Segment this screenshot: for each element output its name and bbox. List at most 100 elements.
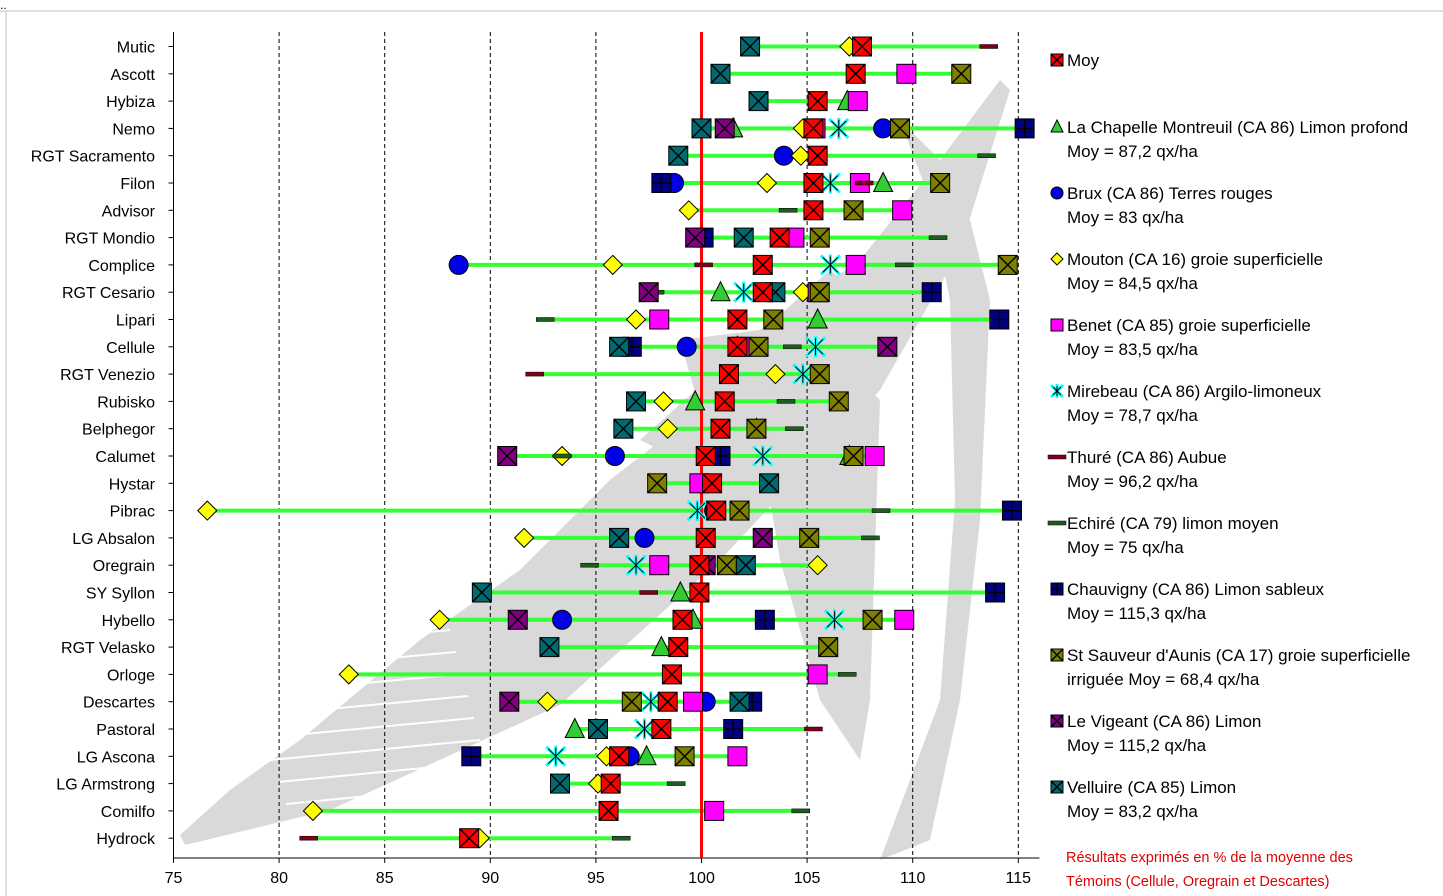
- marker-xsquare: [716, 555, 737, 576]
- marker-xsquare: [828, 391, 849, 412]
- legend-label: Mouton (CA 16) groie superficielle: [1067, 250, 1323, 269]
- legend-label: Le Vigeant (CA 86) Limon: [1067, 712, 1261, 731]
- marker-square: [704, 800, 725, 821]
- marker-dash: [854, 180, 874, 186]
- watermark-stripe: [221, 607, 445, 629]
- marker-plussquare: [461, 746, 482, 767]
- marker-triangle: [710, 280, 731, 302]
- legend-label: La Chapelle Montreuil (CA 86) Limon prof…: [1067, 118, 1408, 137]
- marker-xsquare: [651, 719, 672, 739]
- category-label: RGT Velasko: [61, 640, 155, 657]
- watermark-logo: [180, 80, 1010, 860]
- marker-diamond: [513, 527, 535, 549]
- marker-xsquare: [609, 336, 630, 357]
- marker-dash: [785, 426, 804, 431]
- legend-sublabel: Moy = 87,2 qx/ha: [1067, 142, 1198, 161]
- marker-xsquare: [695, 527, 716, 548]
- marker-square: [807, 664, 828, 685]
- marker-circle: [604, 446, 625, 466]
- marker-xsquare: [843, 446, 864, 466]
- marker-dash: [580, 562, 599, 568]
- marker-dash: [895, 262, 914, 268]
- marker-xsquare: [588, 719, 609, 739]
- legend-label: Thuré (CA 86) Aubue: [1067, 448, 1227, 467]
- marker-xsquare: [877, 336, 898, 357]
- marker-xsquare: [459, 828, 480, 849]
- legend-marker: [1050, 252, 1064, 266]
- marker-asterisk: [625, 554, 647, 576]
- category-label: LG Armstrong: [56, 777, 155, 794]
- legend-marker: [1050, 780, 1064, 794]
- legend-marker: [1050, 648, 1064, 662]
- watermark-stripe: [261, 717, 475, 739]
- marker-asterisk: [792, 363, 814, 385]
- marker-xsquare: [471, 582, 492, 603]
- legend-marker: [1050, 318, 1064, 332]
- footnote-line-1: Résultats exprimés en % de la moyenne de…: [1066, 850, 1353, 866]
- marker-asterisk: [819, 172, 841, 194]
- legend-sublabel: Moy = 78,7 qx/ha: [1067, 406, 1198, 425]
- marker-plussquare: [754, 609, 775, 630]
- marker-xsquare: [769, 227, 790, 248]
- watermark-stripe: [237, 651, 457, 673]
- marker-dash: [977, 153, 996, 158]
- marker-diamond: [807, 554, 828, 576]
- marker-dash: [804, 726, 823, 732]
- marker-square: [683, 691, 704, 712]
- range-bars: [207, 44, 1025, 841]
- x-tick-label: 105: [794, 870, 821, 887]
- marker-plussquare: [651, 173, 672, 193]
- marker-xsquare: [626, 391, 647, 412]
- watermark-stripe: [245, 673, 463, 695]
- category-label: Rubisko: [97, 394, 155, 411]
- marker-diamond: [653, 391, 674, 412]
- marker-plussquare: [723, 719, 744, 739]
- category-label: Ascott: [111, 67, 156, 84]
- legend-label: St Sauveur d'Aunis (CA 17) groie superfi…: [1067, 646, 1410, 665]
- legend-label: Echiré (CA 79) limon moyen: [1067, 514, 1279, 533]
- marker-square: [727, 746, 748, 767]
- legend-marker: [1047, 454, 1067, 460]
- category-label: Hydrock: [96, 831, 156, 848]
- markers: [197, 36, 1035, 849]
- marker-xsquare: [689, 582, 710, 603]
- category-label: Descartes: [83, 695, 155, 712]
- footnote-line-2: Témoins (Cellule, Oregrain et Descartes): [1066, 874, 1330, 890]
- x-tick-label: 90: [481, 870, 499, 887]
- legend-label: Benet (CA 85) groie superficielle: [1067, 316, 1311, 335]
- marker-xsquare: [862, 609, 883, 630]
- legend-marker: [1050, 714, 1064, 728]
- marker-xsquare: [507, 609, 528, 630]
- marker-square: [896, 63, 917, 84]
- marker-triangle: [636, 744, 657, 766]
- marker-asterisk: [633, 718, 656, 740]
- marker-asterisk: [686, 500, 708, 522]
- watermark-stripe: [197, 541, 427, 563]
- marker-triangle: [651, 635, 672, 657]
- marker-diamond: [790, 145, 811, 166]
- x-tick-label: 100: [688, 870, 715, 887]
- category-label: Belphegor: [82, 422, 156, 439]
- marker-plussquare: [989, 309, 1010, 330]
- category-label: Advisor: [102, 203, 156, 220]
- marker-plussquare: [985, 582, 1006, 603]
- marker-square: [847, 91, 868, 112]
- marker-xsquare: [549, 773, 570, 794]
- category-label: Hybiza: [106, 94, 155, 111]
- marker-dash: [861, 535, 880, 541]
- legend-sublabel: Moy = 115,2 qx/ha: [1067, 736, 1207, 755]
- marker-xsquare: [752, 282, 773, 303]
- marker-xsquare: [752, 254, 773, 275]
- marker-xsquare: [809, 364, 830, 385]
- category-label: Mutic: [117, 40, 155, 57]
- marker-xsquare: [685, 227, 706, 248]
- marker-plussquare: [710, 446, 731, 466]
- category-label: Nemo: [112, 121, 155, 138]
- marker-diamond: [657, 418, 678, 439]
- legend-label: Moy: [1067, 51, 1100, 70]
- watermark-stripe: [229, 629, 451, 651]
- watermark-stripe: [189, 519, 421, 541]
- marker-xsquare: [695, 446, 716, 466]
- marker-xsquare: [807, 145, 828, 166]
- marker-square: [864, 446, 885, 466]
